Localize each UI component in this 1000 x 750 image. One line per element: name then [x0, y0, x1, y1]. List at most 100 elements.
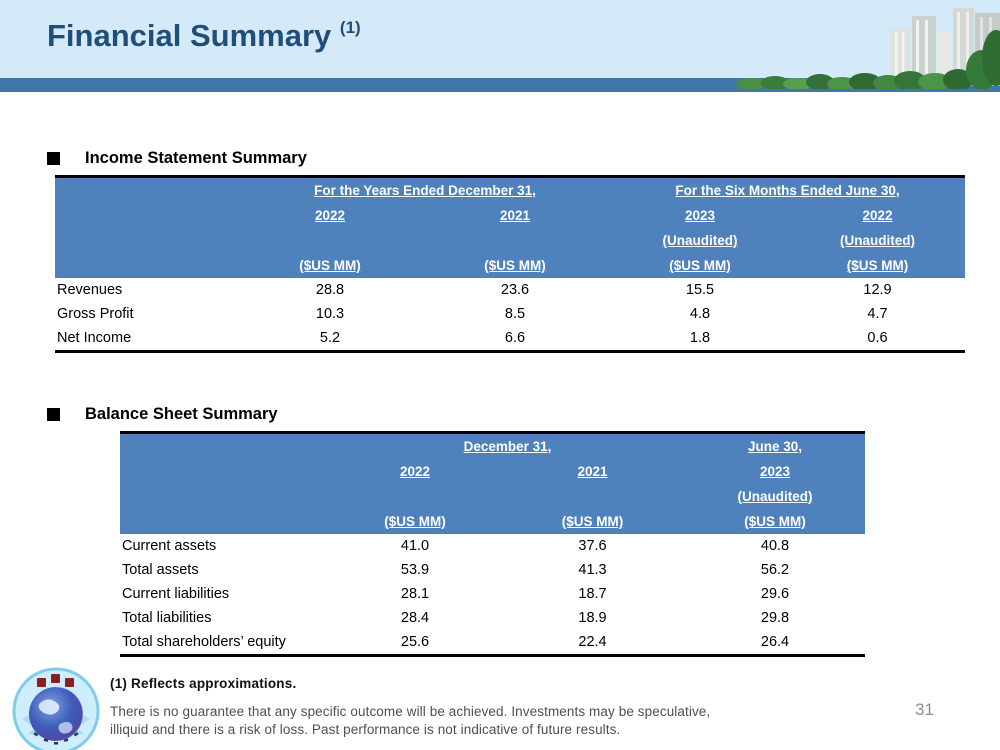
- income-statement-table-header: For the Years Ended December 31, For the…: [55, 176, 966, 278]
- row-value: 26.4: [760, 634, 790, 650]
- page-title-footnote-ref: (1): [339, 17, 361, 37]
- table-row: Total liabilities 28.4 18.9 29.8: [120, 606, 865, 630]
- table-row: Total assets 53.9 41.3 56.2: [120, 558, 865, 582]
- balance-sheet-table-body: Current assets 41.0 37.6 40.8 Total asse…: [120, 534, 865, 656]
- disclaimer-text: There is no guarantee that any specific …: [110, 703, 790, 739]
- balance-col-unit: ($US MM): [744, 514, 806, 529]
- row-label: Gross Profit: [57, 306, 134, 322]
- row-value: 40.8: [760, 538, 790, 554]
- balance-sheet-section-title: Balance Sheet Summary: [85, 405, 278, 423]
- row-value: 25.6: [400, 634, 430, 650]
- row-value: 29.6: [760, 586, 790, 602]
- row-value: 4.8: [689, 306, 711, 322]
- balance-sheet-section-heading: Balance Sheet Summary: [47, 405, 278, 424]
- row-value: 28.8: [315, 282, 345, 298]
- row-value: 29.8: [760, 610, 790, 626]
- income-col-note: (Unaudited): [840, 233, 916, 248]
- header-spacer: [55, 203, 240, 228]
- row-label: Total shareholders’ equity: [122, 634, 286, 650]
- income-col-year: 2021: [499, 208, 531, 223]
- balance-sheet-table-header: December 31, June 30, 2022 2021 2023 (Un…: [120, 432, 865, 534]
- row-value: 23.6: [500, 282, 530, 298]
- row-value: 18.9: [578, 610, 607, 626]
- disclaimer-line-2: illiquid and there is a risk of loss. Pa…: [110, 722, 621, 737]
- header-spacer: [120, 484, 330, 509]
- income-statement-section-title: Income Statement Summary: [85, 149, 307, 167]
- income-col-unit: ($US MM): [484, 258, 546, 273]
- balance-col-unit: ($US MM): [384, 514, 446, 529]
- header-spacer: [55, 177, 240, 204]
- income-statement-section-heading: Income Statement Summary: [47, 149, 307, 168]
- table-row: Net Income 5.2 6.6 1.8 0.6: [55, 326, 965, 352]
- row-value: 41.0: [400, 538, 430, 554]
- logo-characters: [37, 674, 74, 687]
- table-row: Current liabilities 28.1 18.7 29.6: [120, 582, 865, 606]
- row-value: 56.2: [760, 562, 790, 578]
- balance-sheet-table: December 31, June 30, 2022 2021 2023 (Un…: [120, 431, 865, 657]
- row-label: Current assets: [122, 538, 217, 554]
- income-col-unit: ($US MM): [299, 258, 361, 273]
- header-spacer: [55, 228, 240, 253]
- income-statement-table-body: Revenues 28.8 23.6 15.5 12.9 Gross Profi…: [55, 278, 965, 352]
- table-row: Total shareholders’ equity 25.6 22.4 26.…: [120, 630, 865, 656]
- row-value: 5.2: [319, 330, 341, 346]
- row-label: Revenues: [57, 282, 123, 298]
- disclaimer-line-1: There is no guarantee that any specific …: [110, 704, 711, 719]
- table-row: Gross Profit 10.3 8.5 4.8 4.7: [55, 302, 965, 326]
- row-value: 10.3: [315, 306, 345, 322]
- balance-group-header-june: June 30,: [747, 439, 803, 454]
- city-skyline-graphic: [736, 8, 1000, 89]
- trees-graphic: [736, 30, 1000, 89]
- balance-col-unit: ($US MM): [561, 514, 624, 529]
- row-value: 28.4: [400, 610, 430, 626]
- income-group-header-years: For the Years Ended December 31,: [314, 183, 536, 198]
- page-number: 31: [915, 700, 934, 719]
- page-title-text: Financial Summary: [47, 18, 332, 53]
- header-spacer: [55, 253, 240, 278]
- header-spacer: [120, 433, 330, 460]
- page-title: Financial Summary (1): [47, 18, 361, 54]
- row-value: 8.5: [504, 306, 526, 322]
- balance-col-year: 2023: [759, 464, 791, 479]
- row-value: 22.4: [578, 634, 607, 650]
- company-logo: [12, 667, 100, 750]
- income-col-note: [240, 228, 420, 253]
- row-value: 28.1: [400, 586, 430, 602]
- income-col-year: 2022: [862, 208, 893, 223]
- balance-col-year: 2021: [577, 464, 608, 479]
- income-col-unit: ($US MM): [669, 258, 731, 273]
- header-spacer: [120, 509, 330, 534]
- income-statement-table: For the Years Ended December 31, For the…: [55, 175, 966, 353]
- row-label: Total liabilities: [122, 610, 212, 626]
- row-value: 53.9: [400, 562, 430, 578]
- header-spacer: [120, 459, 330, 484]
- row-value: 37.6: [578, 538, 607, 554]
- row-value: 6.6: [504, 330, 526, 346]
- balance-col-note: [330, 484, 500, 509]
- balance-group-header-december: December 31,: [463, 439, 552, 454]
- table-row: Revenues 28.8 23.6 15.5 12.9: [55, 278, 965, 302]
- row-value: 0.6: [867, 330, 888, 346]
- income-col-unit: ($US MM): [846, 258, 909, 273]
- header-band: [0, 0, 1000, 78]
- balance-col-note: (Unaudited): [737, 489, 813, 504]
- income-col-year: 2022: [314, 208, 346, 223]
- income-col-note: [420, 228, 610, 253]
- table-row: Current assets 41.0 37.6 40.8: [120, 534, 865, 558]
- row-value: 15.5: [685, 282, 715, 298]
- income-col-year: 2023: [684, 208, 716, 223]
- income-col-note: (Unaudited): [662, 233, 738, 248]
- bullet-square-icon: [47, 408, 60, 421]
- balance-col-note: [500, 484, 685, 509]
- row-label: Total assets: [122, 562, 199, 578]
- row-label: Net Income: [57, 330, 132, 346]
- row-value: 12.9: [863, 282, 892, 298]
- row-value: 18.7: [578, 586, 607, 602]
- row-value: 1.8: [689, 330, 711, 346]
- row-value: 4.7: [867, 306, 888, 322]
- footnote: (1) Reflects approximations.: [110, 676, 297, 691]
- income-group-header-six-months: For the Six Months Ended June 30,: [675, 183, 900, 198]
- balance-col-year: 2022: [399, 464, 431, 479]
- bullet-square-icon: [47, 152, 60, 165]
